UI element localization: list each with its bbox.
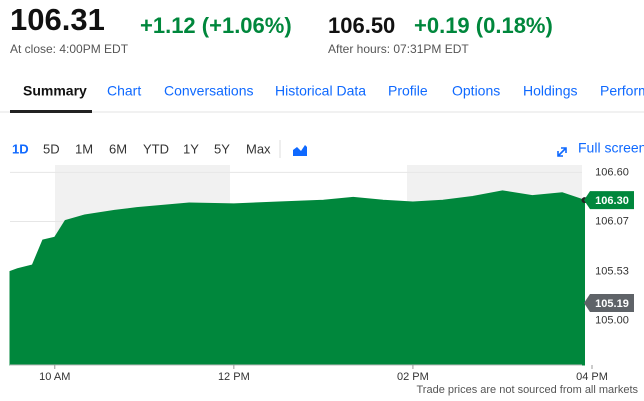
y-tick-label: 105.00	[595, 314, 629, 326]
x-tick-label: 04 PM	[576, 371, 608, 383]
range-button[interactable]: 1Y	[183, 141, 199, 156]
x-tick-label: 02 PM	[397, 371, 429, 383]
price-marker-label: 105.19	[595, 298, 629, 310]
price-marker	[584, 191, 634, 210]
chart-type-icon[interactable]	[293, 145, 307, 156]
footnote: Trade prices are not sourced from all ma…	[416, 384, 638, 396]
range-button[interactable]: 5D	[43, 141, 60, 156]
tab[interactable]: Chart	[107, 83, 141, 99]
after-change: +0.19 (0.18%)	[414, 13, 553, 38]
y-tick-label: 106.07	[595, 215, 629, 227]
x-tick-label: 12 PM	[218, 371, 250, 383]
range-button[interactable]: Max	[246, 141, 271, 156]
full-screen-icon[interactable]	[557, 147, 567, 157]
tab-underline	[10, 110, 92, 113]
tab[interactable]: Summary	[23, 83, 87, 99]
x-tick-label: 10 AM	[39, 371, 70, 383]
range-button[interactable]: 1M	[75, 141, 93, 156]
tab[interactable]: Options	[452, 83, 500, 99]
tab[interactable]: Profile	[388, 83, 428, 99]
y-tick-label: 106.60	[595, 166, 629, 178]
price-area	[9, 190, 585, 366]
y-tick-label: 105.53	[595, 265, 629, 277]
range-button[interactable]: 1D	[12, 141, 29, 156]
tab[interactable]: Conversations	[164, 83, 254, 99]
tab[interactable]: Holdings	[523, 83, 577, 99]
price: 106.31	[10, 2, 105, 37]
price-marker	[584, 293, 634, 312]
after-price: 106.50	[328, 13, 395, 38]
range-button[interactable]: YTD	[143, 141, 169, 156]
after-note: After hours: 07:31PM EDT	[328, 42, 469, 56]
range-button[interactable]: 6M	[109, 141, 127, 156]
full-screen[interactable]: Full screen	[578, 140, 644, 156]
close-note: At close: 4:00PM EDT	[10, 42, 129, 56]
tab[interactable]: Historical Data	[275, 83, 366, 99]
price-marker-label: 106.30	[595, 195, 629, 207]
range-button[interactable]: 5Y	[214, 141, 230, 156]
tab[interactable]: Performance	[600, 83, 644, 99]
price-change: +1.12 (+1.06%)	[140, 13, 292, 38]
